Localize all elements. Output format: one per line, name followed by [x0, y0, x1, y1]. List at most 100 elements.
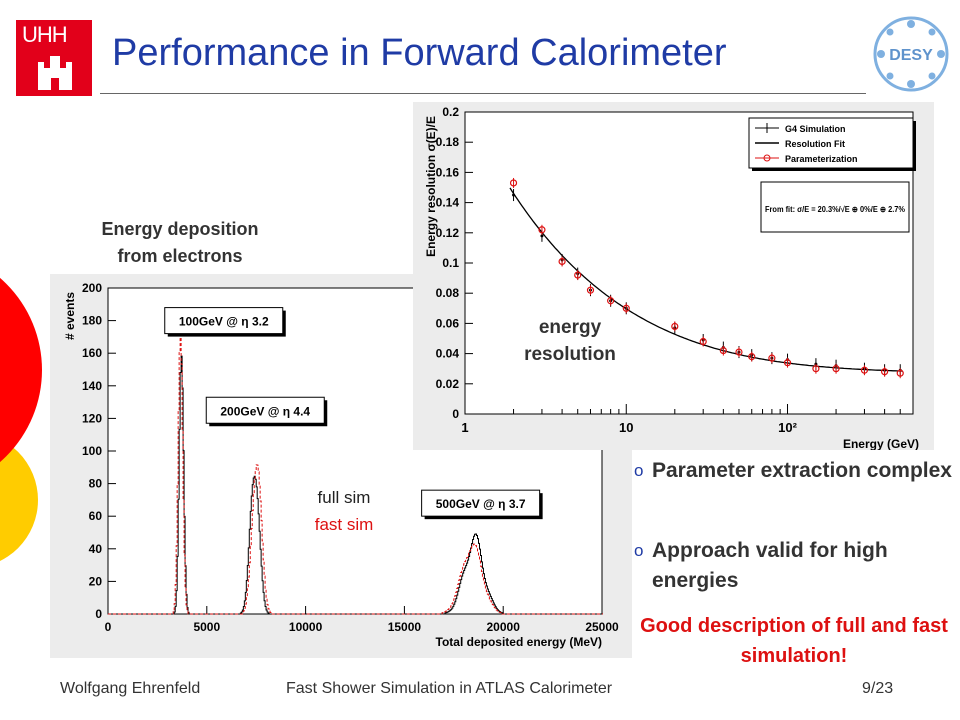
param-point	[896, 369, 904, 377]
title-divider	[100, 93, 866, 94]
y-tick-label: 0.18	[436, 135, 460, 149]
y-tick-label: 40	[89, 542, 103, 556]
x-tick-label: 5000	[193, 620, 220, 634]
param-point	[574, 271, 582, 279]
y-tick-label: 0.02	[436, 377, 460, 391]
y-tick-label: 0.04	[436, 347, 460, 361]
legend-entry: Parameterization	[785, 154, 858, 164]
param-point	[622, 304, 630, 312]
param-point	[748, 353, 756, 361]
hamburg-castle-icon	[38, 56, 72, 90]
y-tick-label: 200	[82, 281, 102, 295]
footer-author: Wolfgang Ehrenfeld	[60, 680, 201, 697]
g4-point	[512, 193, 516, 197]
param-point	[558, 257, 566, 266]
param-point	[699, 337, 707, 346]
series-fast-sim	[108, 332, 603, 615]
y-tick-label: 100	[82, 444, 102, 458]
param-point	[671, 322, 679, 331]
g4-point	[540, 234, 544, 238]
resolution-label-line2: resolution	[524, 344, 616, 365]
y-tick-label: 140	[82, 379, 102, 393]
y-tick-label: 60	[89, 509, 103, 523]
uhh-logo: UHH	[16, 20, 92, 96]
y-tick-label: 120	[82, 411, 102, 425]
y-tick-label: 0	[95, 607, 102, 621]
param-point	[783, 359, 792, 367]
y-axis-label: # events	[63, 292, 77, 340]
legend-fast-sim: fast sim	[314, 515, 374, 534]
param-point	[586, 286, 595, 294]
energy-deposition-chart: 0 5000 10000 15000 20000 25000020406080100120…	[63, 281, 619, 649]
desy-logo: DESY	[873, 16, 949, 92]
param-point	[735, 348, 743, 356]
sim-legend-box: full sim fast sim	[284, 482, 404, 546]
annotation-box	[164, 307, 284, 335]
fit-note-text: From fit: σ/E = 20.3%/√E ⊕ 0%/E ⊕ 2.7%	[765, 205, 905, 214]
series-resolution-fit	[509, 187, 904, 372]
bullet-item: o Approach valid for high energies	[634, 536, 954, 600]
annotation-text: 200GeV @ η 4.4	[220, 404, 310, 418]
y-tick-label: 0.14	[436, 196, 460, 210]
x-tick-label: 1	[461, 420, 468, 435]
bullet-text: Approach valid for high energies	[652, 539, 888, 592]
annotation-box	[205, 396, 325, 424]
bullet-marker: o	[634, 541, 644, 560]
legend-param-marker	[763, 154, 771, 162]
annotation-box	[421, 489, 541, 517]
annotation-text: 500GeV @ η 3.7	[436, 497, 526, 511]
param-point	[719, 346, 727, 355]
x-tick-label: 10000	[289, 620, 323, 634]
bullet-item: o Parameter extraction complex	[634, 456, 954, 520]
conclusion-text: Good description of full and fast simula…	[640, 615, 948, 667]
y-tick-label: 180	[82, 314, 102, 328]
legend-entry: Resolution Fit	[785, 139, 845, 149]
hist-caption-line2: from electrons	[117, 246, 243, 266]
y-tick-label: 0.06	[436, 316, 460, 330]
param-point	[538, 226, 546, 234]
x-tick-label: 0	[105, 620, 112, 634]
y-tick-label: 0.2	[442, 105, 459, 119]
y-tick-label: 20	[89, 574, 103, 588]
x-tick-label: 20000	[487, 620, 521, 634]
y-axis-label: Energy resolution σ(E)/E	[424, 116, 438, 257]
energy-resolution-chart: 0 0.02 0.04 0.06 0.08 0.1 0.12 0.14 0.16 0.18 0.2 1…	[424, 105, 919, 451]
resolution-label-line1: energy	[538, 317, 602, 338]
legend-entry: G4 Simulation	[785, 124, 846, 134]
x-tick-label: 25000	[585, 620, 619, 634]
param-point	[860, 366, 869, 374]
y-tick-label: 0.08	[436, 286, 460, 300]
uhh-logo-text: UHH	[22, 22, 68, 47]
hist-caption-line1: Energy deposition	[101, 219, 259, 239]
desy-logo-text: DESY	[889, 47, 933, 64]
x-tick-label: 10	[619, 420, 633, 435]
param-point	[881, 368, 889, 376]
fit-note-box	[760, 181, 910, 233]
y-tick-label: 0.12	[436, 226, 460, 240]
x-tick-label: 15000	[388, 620, 422, 634]
footer-page-number: 9/23	[862, 680, 894, 697]
energy-resolution-plot-panel: 0 0.02 0.04 0.06 0.08 0.1 0.12 0.14 0.16 0.18 0.2 1…	[413, 102, 934, 451]
y-tick-label: 0.1	[442, 256, 459, 270]
hist-caption: Energy deposition from electrons	[60, 216, 300, 270]
resolution-label: energy resolution	[500, 314, 640, 368]
annotation-text: 100GeV @ η 3.2	[179, 315, 269, 329]
y-tick-label: 0	[452, 407, 459, 421]
bullet-marker: o	[634, 461, 644, 480]
param-point	[812, 365, 820, 373]
y-tick-label: 160	[82, 346, 102, 360]
y-tick-label: 80	[89, 477, 103, 491]
page-title: Performance in Forward Calorimeter	[112, 32, 727, 74]
footer-title: Fast Shower Simulation in ATLAS Calorime…	[286, 680, 613, 697]
param-point	[607, 297, 615, 305]
x-tick-label: 10²	[778, 420, 797, 435]
param-point	[832, 365, 840, 373]
x-axis-label: Energy (GeV)	[843, 437, 919, 450]
decorative-circles	[0, 277, 42, 562]
y-tick-label: 0.16	[436, 165, 460, 179]
bullet-text: Parameter extraction complex	[652, 459, 952, 482]
param-point	[768, 354, 776, 362]
x-axis-label: Total deposited energy (MeV)	[436, 635, 602, 649]
legend-full-sim: full sim	[317, 488, 371, 507]
param-point	[509, 179, 518, 187]
